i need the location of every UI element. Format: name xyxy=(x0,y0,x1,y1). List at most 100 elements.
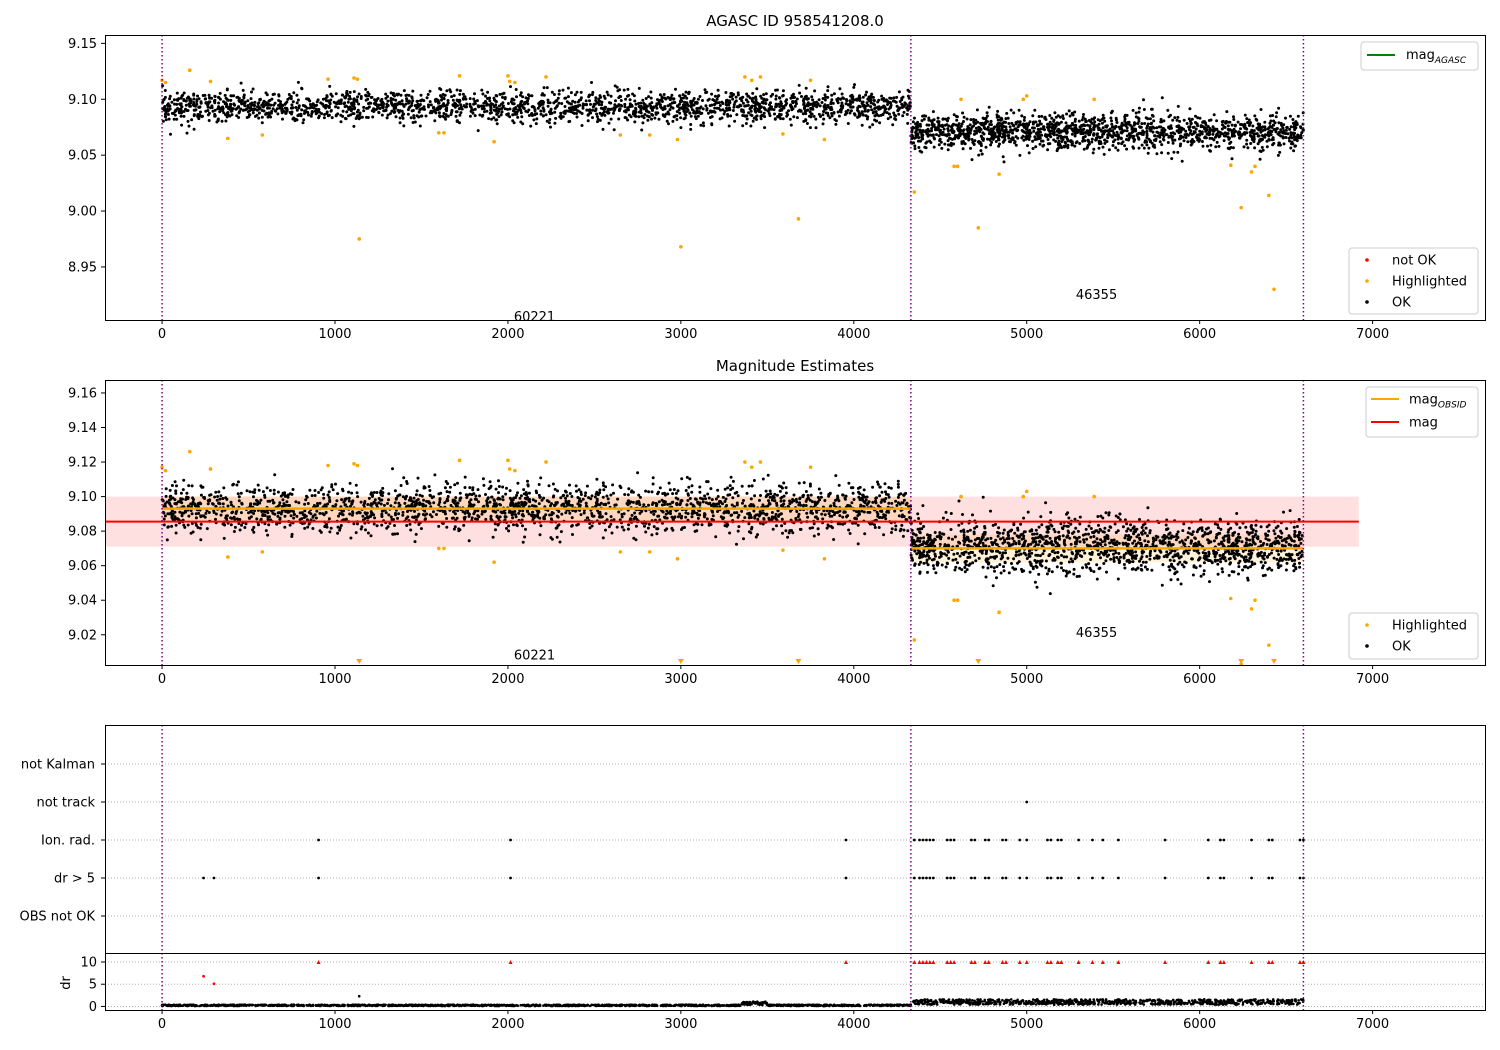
ok-point xyxy=(252,512,256,515)
ok-point xyxy=(1210,137,1214,140)
ok-point xyxy=(236,480,240,484)
ok-point xyxy=(889,486,893,490)
ok-point xyxy=(440,98,443,102)
ok-point xyxy=(976,120,980,124)
ok-point xyxy=(945,134,949,138)
ok-point xyxy=(510,101,514,105)
ok-point xyxy=(749,124,753,128)
ok-point xyxy=(806,515,810,519)
ok-point xyxy=(746,103,750,107)
ok-point xyxy=(450,109,454,113)
ok-point xyxy=(803,95,807,99)
ok-point xyxy=(1271,143,1275,147)
ok-point xyxy=(1299,133,1303,137)
ok-point xyxy=(818,104,822,108)
ok-point xyxy=(1220,127,1224,131)
ok-point xyxy=(264,112,268,116)
ok-point xyxy=(542,93,546,97)
ok-point xyxy=(277,511,281,515)
ok-point xyxy=(1146,151,1150,155)
ok-point xyxy=(530,504,534,508)
ok-point xyxy=(212,509,216,513)
ok-point xyxy=(364,87,368,91)
ok-point xyxy=(984,145,988,149)
ok-point xyxy=(851,100,855,104)
ok-point xyxy=(187,514,191,518)
ok-point xyxy=(683,116,687,120)
ok-point xyxy=(853,83,856,87)
ok-point xyxy=(585,108,589,112)
ok-point xyxy=(557,92,561,96)
ok-point xyxy=(1120,142,1124,146)
ok-point xyxy=(454,114,458,118)
ok-point xyxy=(752,100,756,104)
ok-point xyxy=(913,147,917,151)
ok-point xyxy=(974,126,978,130)
ok-point xyxy=(830,93,834,97)
ok-point xyxy=(299,114,303,118)
ok-point xyxy=(710,122,714,126)
ok-point xyxy=(668,502,672,506)
ok-point xyxy=(674,87,677,91)
ok-point xyxy=(1139,125,1143,129)
ok-point xyxy=(553,110,557,114)
ok-point xyxy=(1133,138,1137,142)
ok-point xyxy=(626,118,630,122)
ok-point xyxy=(699,123,703,127)
ok-point xyxy=(414,532,418,536)
ok-point xyxy=(356,522,359,526)
highlighted-point xyxy=(1272,287,1276,292)
ok-point xyxy=(164,487,168,491)
ok-point xyxy=(1280,124,1284,128)
ok-point xyxy=(501,105,505,109)
ok-point xyxy=(295,108,299,112)
ok-point xyxy=(1227,137,1231,141)
ok-point xyxy=(564,499,568,503)
ok-point xyxy=(1172,150,1176,154)
ok-point xyxy=(354,117,358,120)
ok-point xyxy=(965,117,969,121)
ok-point xyxy=(837,483,841,487)
ok-point xyxy=(166,113,170,116)
ok-point xyxy=(914,133,918,137)
ok-point xyxy=(476,129,480,133)
ok-point xyxy=(372,491,376,494)
ok-point xyxy=(391,97,395,101)
ok-point xyxy=(774,94,778,98)
ok-point xyxy=(296,80,300,84)
ok-point xyxy=(1159,117,1163,121)
ok-point xyxy=(294,106,298,109)
ok-point xyxy=(1270,138,1274,142)
ok-point xyxy=(531,498,535,502)
ok-point xyxy=(716,95,720,99)
ok-point xyxy=(519,111,523,115)
ok-point xyxy=(643,103,647,107)
ok-point xyxy=(243,526,247,529)
ok-point xyxy=(339,120,343,124)
ok-point xyxy=(1187,125,1191,129)
ok-point xyxy=(775,493,779,497)
ok-point xyxy=(781,105,785,109)
ok-point xyxy=(222,536,226,540)
ok-point xyxy=(1042,125,1045,129)
ok-point xyxy=(1022,125,1026,129)
ok-point xyxy=(727,124,731,128)
ok-point xyxy=(533,109,537,113)
ok-point xyxy=(832,92,836,96)
ok-point xyxy=(575,115,579,119)
ok-point xyxy=(657,514,661,518)
ok-point xyxy=(472,102,476,106)
ok-point xyxy=(594,99,598,102)
ok-point xyxy=(461,97,465,101)
highlighted-point xyxy=(952,164,956,169)
ok-point xyxy=(413,120,417,124)
ok-point xyxy=(1200,132,1204,136)
ok-point xyxy=(195,98,199,102)
ok-point xyxy=(1082,147,1086,151)
ok-point xyxy=(1032,129,1036,133)
ok-point xyxy=(1033,108,1037,112)
ok-point xyxy=(258,98,262,102)
ok-point xyxy=(556,489,559,493)
ok-point xyxy=(972,118,976,121)
ok-point xyxy=(417,110,421,114)
